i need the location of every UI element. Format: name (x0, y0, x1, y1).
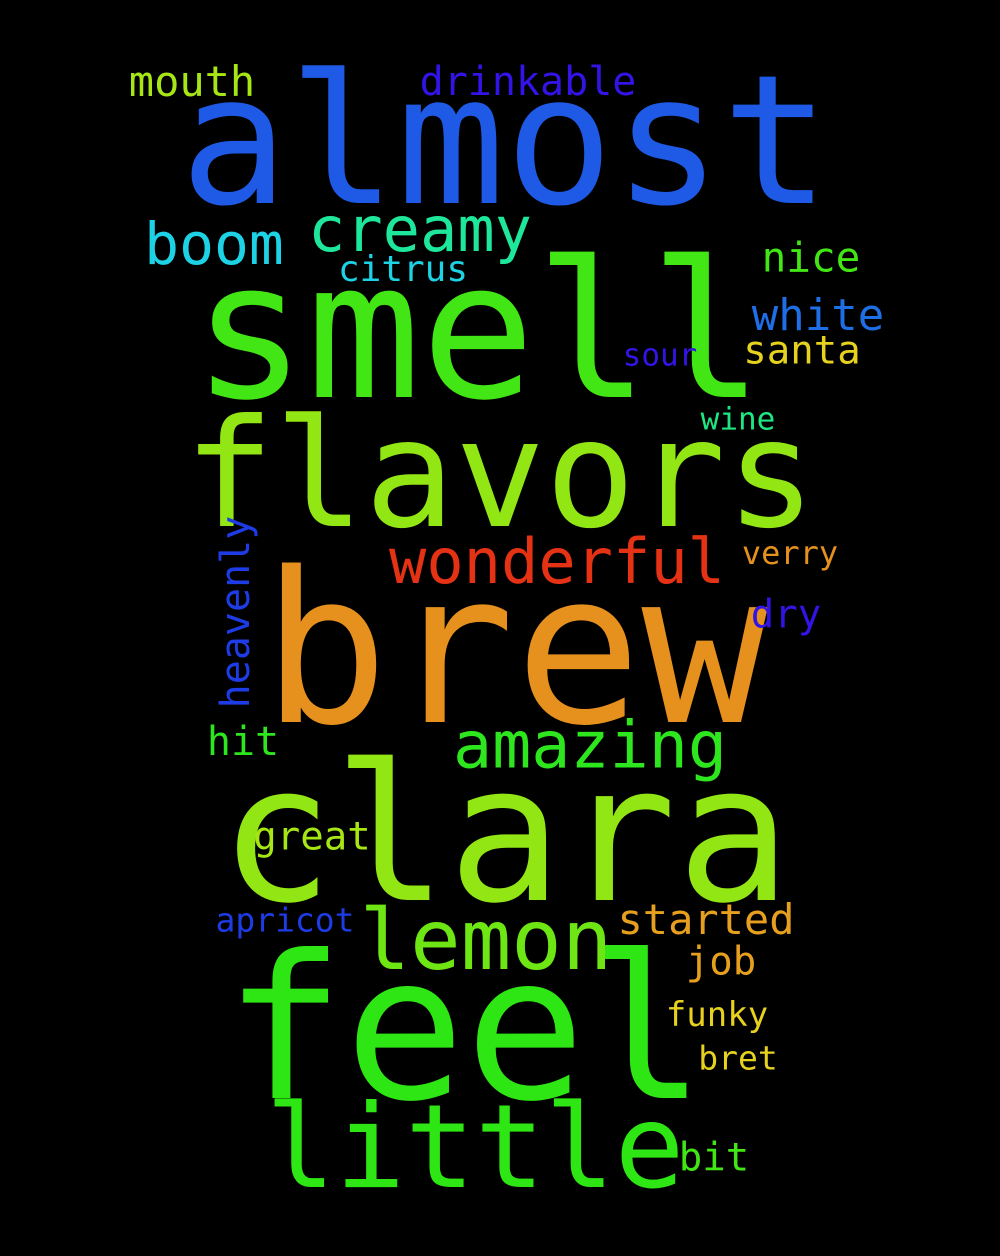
word-sour: sour (622, 337, 698, 374)
word-smell: smell (192, 221, 764, 442)
word-wine: wine (700, 401, 776, 438)
word-dry: dry (750, 592, 822, 638)
word-feel: feel (224, 913, 706, 1146)
word-creamy: creamy (308, 193, 532, 266)
word-great: great (253, 814, 371, 860)
word-flavors: flavors (183, 388, 817, 562)
word-apricot: apricot (215, 900, 355, 940)
word-hit: hit (206, 719, 280, 765)
word-job: job (685, 939, 757, 985)
word-little: little (265, 1080, 685, 1215)
word-almost: almost (179, 37, 831, 246)
word-clara: clara (219, 724, 791, 945)
word-wonderful: wonderful (389, 525, 725, 598)
word-santa: santa (743, 328, 861, 374)
word-drinkable: drinkable (419, 59, 637, 105)
word-verry: verry (741, 534, 839, 572)
word-heavenly: heavenly (213, 515, 259, 709)
word-mouth: mouth (128, 57, 256, 106)
word-started: started (617, 895, 795, 944)
word-lemon: lemon (359, 891, 613, 989)
word-bret: bret (698, 1038, 778, 1078)
word-bit: bit (678, 1135, 750, 1181)
word-citrus: citrus (337, 249, 469, 290)
word-white: white (751, 290, 885, 341)
word-funky: funky (665, 995, 769, 1035)
word-amazing: amazing (453, 708, 727, 784)
word-boom: boom (144, 210, 284, 278)
word-nice: nice (761, 233, 861, 282)
word-brew: brew (262, 527, 768, 772)
